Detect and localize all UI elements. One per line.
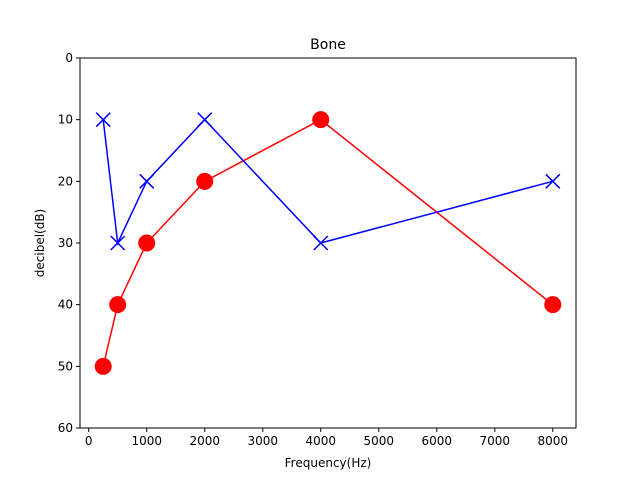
data-point [313, 235, 329, 251]
y-tick-label: 50 [58, 359, 73, 373]
series-1 [94, 111, 562, 375]
x-tick-label: 5000 [363, 434, 394, 448]
y-axis-label: decibel(dB) [33, 209, 47, 277]
data-point [197, 112, 213, 128]
x-axis: 0 1000 2000 3000 4000 5000 6000 7000 8000 [85, 428, 568, 448]
x-tick-label: 8000 [538, 434, 569, 448]
x-tick-label: 7000 [480, 434, 511, 448]
data-point [138, 234, 156, 252]
x-tick-label: 6000 [421, 434, 452, 448]
x-tick-label: 4000 [305, 434, 336, 448]
series-line [102, 118, 554, 367]
data-point [196, 172, 214, 190]
y-tick-label: 20 [58, 174, 73, 188]
x-tick-label: 1000 [131, 434, 162, 448]
data-point [109, 296, 127, 314]
data-point [312, 111, 330, 129]
series-line [102, 118, 553, 246]
series-layer [94, 111, 562, 375]
y-tick-label: 30 [58, 236, 73, 250]
data-point [110, 235, 126, 251]
data-point [95, 112, 111, 128]
y-axis: 0 10 20 30 40 50 60 [58, 51, 80, 435]
y-tick-label: 10 [58, 113, 73, 127]
y-tick-label: 60 [58, 421, 73, 435]
x-tick-label: 2000 [189, 434, 220, 448]
data-point [545, 173, 561, 189]
chart-title: Bone [310, 37, 346, 53]
x-axis-label: Frequency(Hz) [285, 456, 372, 470]
y-tick-label: 0 [65, 51, 73, 65]
x-tick-label: 3000 [247, 434, 278, 448]
data-point [94, 357, 112, 375]
data-point [544, 296, 562, 314]
data-point [139, 173, 155, 189]
y-tick-label: 40 [58, 298, 73, 312]
series-2 [95, 112, 561, 251]
x-tick-label: 0 [85, 434, 93, 448]
